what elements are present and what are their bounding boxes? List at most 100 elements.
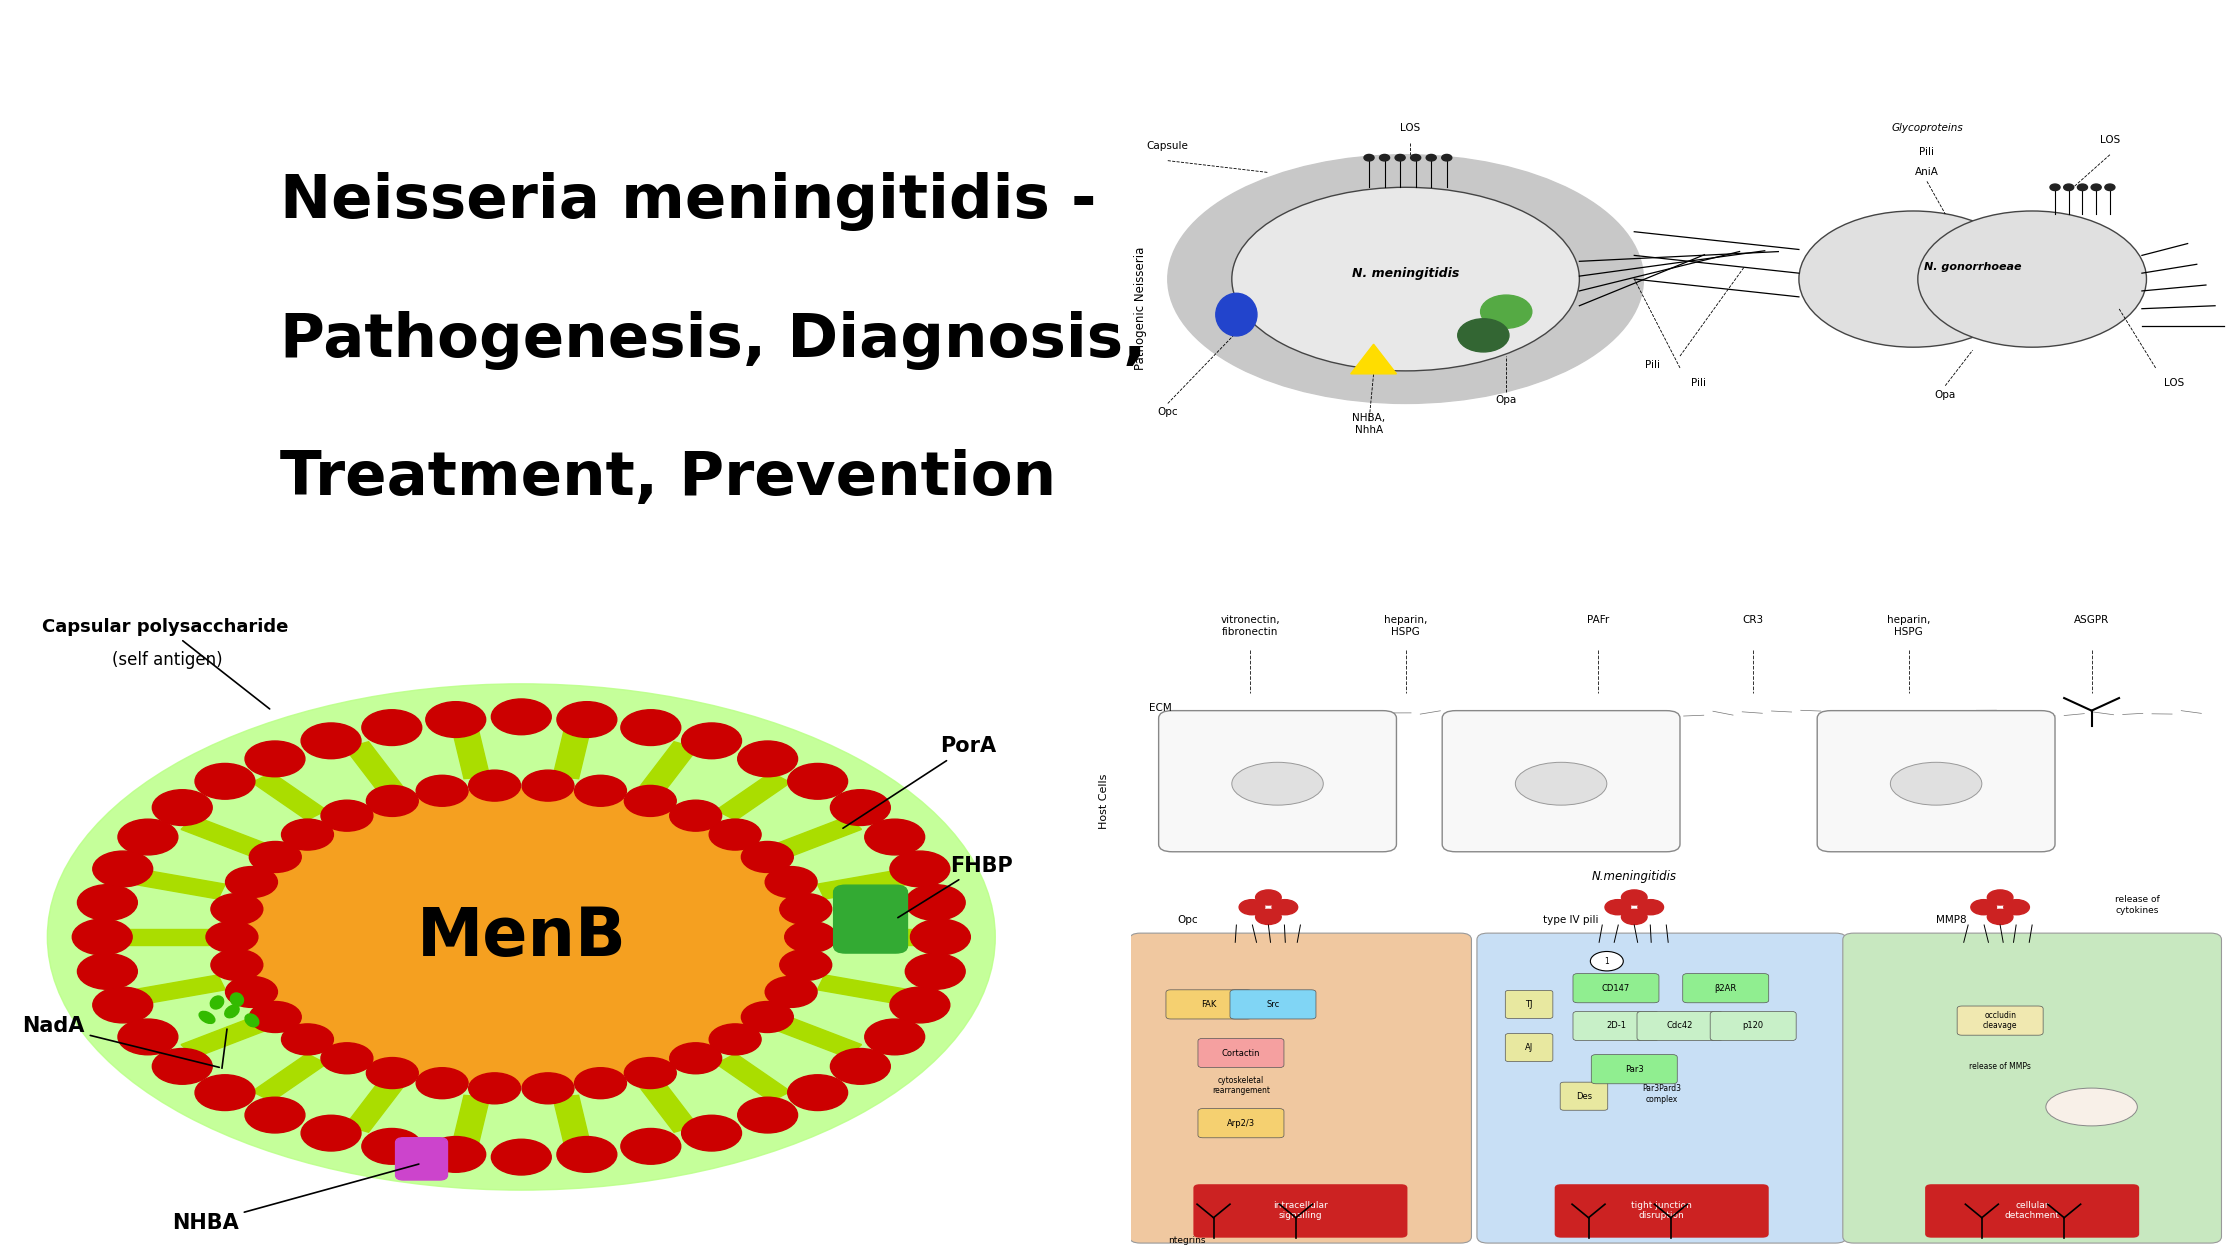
FancyBboxPatch shape [1230, 990, 1315, 1019]
Circle shape [741, 1002, 793, 1032]
Ellipse shape [1232, 762, 1324, 805]
Circle shape [300, 1115, 361, 1150]
Bar [833, 929, 918, 945]
FancyBboxPatch shape [1505, 990, 1552, 1018]
Text: Host Cells: Host Cells [1100, 774, 1109, 829]
Text: NHBA,
NhhA: NHBA, NhhA [1353, 413, 1387, 435]
Circle shape [282, 1024, 334, 1055]
Circle shape [1622, 910, 1646, 925]
Circle shape [249, 842, 300, 872]
Circle shape [152, 1048, 213, 1085]
FancyBboxPatch shape [1129, 934, 1472, 1244]
FancyBboxPatch shape [1198, 1109, 1284, 1138]
Circle shape [766, 976, 818, 1008]
Circle shape [244, 1097, 305, 1133]
Circle shape [2005, 900, 2029, 915]
Text: release of
cytokines: release of cytokines [2115, 895, 2159, 915]
Ellipse shape [1891, 762, 1982, 805]
Bar [137, 975, 226, 1004]
Text: (self antigen): (self antigen) [112, 651, 222, 669]
Text: PAFr: PAFr [1586, 615, 1608, 625]
Circle shape [1622, 890, 1646, 905]
Circle shape [681, 1115, 741, 1150]
Circle shape [558, 1137, 616, 1172]
Circle shape [211, 893, 262, 925]
Circle shape [206, 921, 258, 953]
Bar [253, 1053, 327, 1101]
Circle shape [831, 790, 889, 825]
Text: LOS: LOS [2099, 135, 2119, 145]
Ellipse shape [199, 1012, 215, 1023]
Ellipse shape [1799, 210, 2027, 348]
Text: Des: Des [1577, 1091, 1593, 1101]
Polygon shape [1351, 344, 1396, 374]
Bar [253, 772, 327, 820]
Bar [638, 742, 697, 794]
Circle shape [905, 885, 965, 920]
Text: cellular
detachment: cellular detachment [2005, 1201, 2059, 1221]
Text: NadA: NadA [22, 1017, 220, 1067]
Text: Cortactin: Cortactin [1221, 1048, 1261, 1057]
Ellipse shape [1216, 294, 1257, 336]
Text: p120: p120 [1743, 1022, 1763, 1031]
Circle shape [909, 919, 970, 955]
Text: N. meningitidis: N. meningitidis [1353, 267, 1458, 280]
Circle shape [1257, 910, 1281, 925]
FancyBboxPatch shape [1590, 1055, 1678, 1084]
Text: LOS: LOS [2164, 378, 2184, 388]
FancyBboxPatch shape [1561, 1082, 1608, 1110]
Ellipse shape [1232, 188, 1579, 370]
Circle shape [710, 819, 762, 850]
Circle shape [211, 950, 262, 980]
Circle shape [865, 819, 925, 854]
Text: heparin,
HSPG: heparin, HSPG [1384, 615, 1427, 638]
Text: CD147: CD147 [1602, 984, 1631, 993]
Circle shape [710, 1024, 762, 1055]
Text: tight junction
disruption: tight junction disruption [1631, 1201, 1691, 1221]
Circle shape [889, 987, 950, 1023]
Circle shape [2076, 184, 2088, 190]
Circle shape [78, 885, 137, 920]
Circle shape [784, 921, 836, 953]
Text: Treatment, Prevention: Treatment, Prevention [280, 450, 1055, 508]
Circle shape [468, 770, 520, 801]
Circle shape [363, 1129, 421, 1164]
Circle shape [1364, 155, 1373, 161]
Text: AniA: AniA [1915, 168, 1940, 178]
Text: ASGPR: ASGPR [2074, 615, 2110, 625]
Circle shape [119, 819, 177, 854]
Text: Par3Pard3
complex: Par3Pard3 complex [1642, 1084, 1682, 1104]
Bar [125, 929, 208, 945]
Circle shape [468, 1072, 520, 1104]
FancyBboxPatch shape [1194, 1184, 1407, 1237]
Circle shape [1458, 319, 1510, 352]
FancyBboxPatch shape [1844, 934, 2222, 1244]
Text: MenB: MenB [417, 903, 627, 970]
Circle shape [152, 790, 213, 825]
Text: Opa: Opa [1496, 396, 1516, 406]
FancyBboxPatch shape [396, 1138, 448, 1181]
Bar [717, 1053, 791, 1101]
Circle shape [1590, 951, 1624, 971]
Bar [818, 871, 905, 900]
Circle shape [1606, 900, 1631, 915]
FancyBboxPatch shape [1572, 1012, 1660, 1041]
Text: Neisseria meningitidis -: Neisseria meningitidis - [280, 173, 1098, 231]
Ellipse shape [1917, 210, 2146, 348]
Text: Src: Src [1266, 1000, 1279, 1009]
Circle shape [320, 800, 372, 832]
Text: Glycoproteins: Glycoproteins [1891, 123, 1962, 134]
FancyBboxPatch shape [1958, 1005, 2043, 1036]
Circle shape [2106, 184, 2115, 190]
Circle shape [226, 976, 278, 1008]
Text: Pathogenic Neisseria: Pathogenic Neisseria [1133, 247, 1147, 370]
Text: TJ: TJ [1525, 1000, 1532, 1009]
Text: 1: 1 [1604, 956, 1608, 965]
Circle shape [491, 1139, 551, 1176]
Text: heparin,
HSPG: heparin, HSPG [1886, 615, 1931, 638]
Text: LOS: LOS [1400, 123, 1420, 134]
Circle shape [1637, 900, 1664, 915]
Text: ntegrins: ntegrins [1167, 1236, 1205, 1245]
Text: type IV pili: type IV pili [1543, 916, 1599, 925]
Circle shape [320, 1043, 372, 1074]
